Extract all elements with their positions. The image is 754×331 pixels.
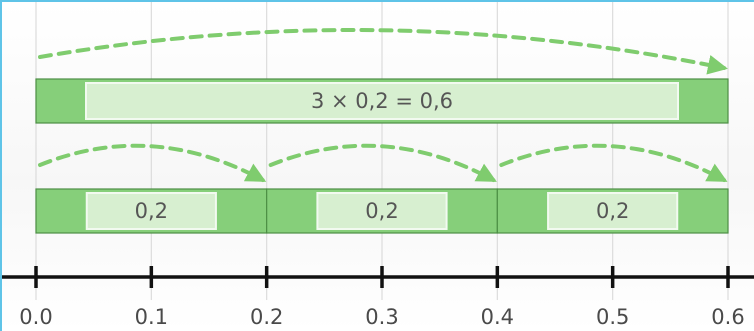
tick-label-3: 0.3 xyxy=(365,305,398,329)
grid-lines xyxy=(35,2,729,300)
tick-label-5: 0.5 xyxy=(596,305,629,329)
segment-label-0: 0,2 xyxy=(135,199,168,223)
product-jump-arrow xyxy=(38,28,728,75)
segment-bar: 0,2 0,2 0,2 xyxy=(35,188,729,234)
product-bar: 3 × 0,2 = 0,6 xyxy=(35,78,729,124)
segment-label-1: 0,2 xyxy=(365,199,398,223)
tick-label-4: 0.4 xyxy=(481,305,514,329)
segment-jump-arrow-0 xyxy=(38,143,267,182)
segment-jump-arrow-2 xyxy=(499,143,728,182)
product-label: 3 × 0,2 = 0,6 xyxy=(311,89,453,113)
tick-label-1: 0.1 xyxy=(135,305,168,329)
number-line: 0.0 0.1 0.2 0.3 0.4 0.5 0.6 xyxy=(2,266,754,329)
segment-jump-arrow-1 xyxy=(268,143,497,182)
product-label-box xyxy=(85,82,679,120)
tick-label-0: 0.0 xyxy=(19,305,52,329)
segment-label-box-0 xyxy=(85,192,217,230)
number-line-ticks: 0.0 0.1 0.2 0.3 0.4 0.5 0.6 xyxy=(19,266,745,329)
segment-jump-arrows xyxy=(38,143,728,182)
segment-label-box-1 xyxy=(316,192,448,230)
segment-label-box-2 xyxy=(547,192,679,230)
tick-label-6: 0.6 xyxy=(711,305,744,329)
segment-label-2: 0,2 xyxy=(596,199,629,223)
tick-label-2: 0.2 xyxy=(250,305,283,329)
